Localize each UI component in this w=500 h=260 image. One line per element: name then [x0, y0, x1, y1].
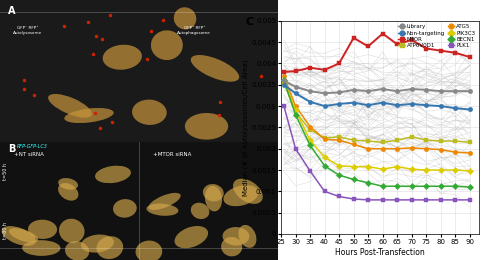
Ellipse shape: [81, 235, 114, 252]
Ellipse shape: [2, 226, 36, 246]
Ellipse shape: [65, 241, 89, 260]
Y-axis label: Median (# of Autolysosomes/Cell Area): Median (# of Autolysosomes/Cell Area): [242, 59, 248, 196]
Ellipse shape: [102, 45, 142, 70]
Text: +MTOR siRNA: +MTOR siRNA: [152, 152, 191, 157]
Ellipse shape: [185, 113, 228, 140]
Legend: Library, Non-targeting, MTOR, ATP6V0D1, ATG5, PIK3C3, BECN1, PLK1: Library, Non-targeting, MTOR, ATP6V0D1, …: [398, 24, 475, 49]
Ellipse shape: [64, 108, 114, 123]
Ellipse shape: [224, 185, 258, 206]
Text: GFP⁻ RFP⁺
Autolysosome: GFP⁻ RFP⁺ Autolysosome: [13, 26, 43, 35]
Ellipse shape: [132, 100, 166, 125]
Text: RFP-GFP-LC3: RFP-GFP-LC3: [16, 144, 48, 149]
Ellipse shape: [221, 237, 242, 256]
Ellipse shape: [95, 166, 131, 183]
Ellipse shape: [146, 204, 178, 216]
Ellipse shape: [9, 228, 38, 243]
Ellipse shape: [191, 203, 210, 219]
Text: t=80 h: t=80 h: [3, 222, 8, 239]
Text: A: A: [8, 6, 16, 16]
Ellipse shape: [174, 226, 208, 248]
Ellipse shape: [174, 7, 197, 29]
Ellipse shape: [203, 184, 224, 202]
X-axis label: Hours Post-Transfection: Hours Post-Transfection: [335, 248, 424, 257]
Text: GFP⁺ RFP⁺
Autophagosome: GFP⁺ RFP⁺ Autophagosome: [178, 26, 211, 35]
Ellipse shape: [151, 30, 183, 60]
Text: C: C: [246, 17, 254, 27]
Ellipse shape: [113, 199, 136, 218]
Ellipse shape: [48, 94, 92, 118]
Ellipse shape: [222, 227, 250, 245]
Ellipse shape: [96, 236, 123, 259]
Ellipse shape: [238, 225, 256, 248]
Ellipse shape: [136, 240, 162, 260]
Ellipse shape: [28, 220, 57, 239]
Text: t=50 h: t=50 h: [3, 163, 8, 180]
Text: B: B: [8, 144, 16, 154]
Ellipse shape: [59, 219, 84, 243]
Ellipse shape: [148, 193, 180, 210]
Ellipse shape: [233, 179, 263, 204]
Ellipse shape: [58, 178, 78, 190]
Text: +NT siRNA: +NT siRNA: [14, 152, 44, 157]
Ellipse shape: [22, 240, 60, 256]
Ellipse shape: [58, 183, 78, 201]
Ellipse shape: [205, 186, 222, 211]
Ellipse shape: [191, 55, 239, 82]
